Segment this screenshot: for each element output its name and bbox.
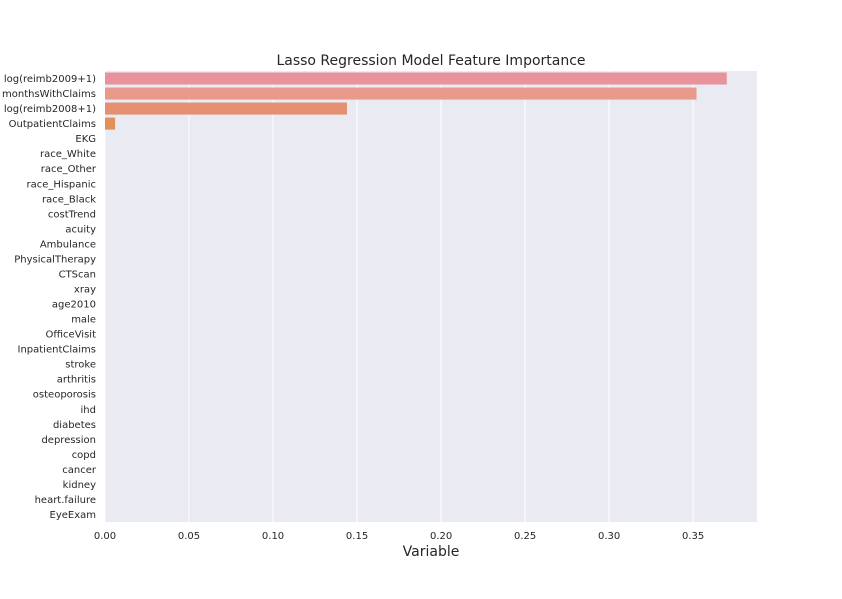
x-tick-label: 0.05: [178, 531, 200, 542]
y-tick-label: InpatientClaims: [18, 345, 97, 356]
y-tick-label: cancer: [62, 465, 97, 476]
x-tick-label: 0.25: [514, 531, 536, 542]
bar: [105, 72, 727, 85]
y-tick-label: ihd: [81, 405, 96, 416]
x-axis-label: Variable: [403, 544, 460, 560]
y-tick-label: log(reimb2009+1): [4, 74, 96, 85]
x-tick-label: 0.30: [598, 531, 620, 542]
y-tick-label: stroke: [65, 360, 96, 371]
y-tick-label: diabetes: [53, 420, 96, 431]
y-tick-label: heart.failure: [35, 495, 96, 506]
y-tick-label: osteoporosis: [33, 390, 96, 401]
y-tick-label: race_Black: [42, 194, 96, 205]
chart-title: Lasso Regression Model Feature Importanc…: [276, 53, 585, 69]
x-tick-label: 0.20: [430, 531, 452, 542]
y-tick-label: EKG: [75, 134, 96, 145]
y-tick-label: race_Other: [41, 164, 97, 175]
y-tick-label: OutpatientClaims: [9, 119, 96, 130]
grid-lines: [104, 71, 694, 522]
y-tick-labels: log(reimb2009+1) monthsWithClaims log(reim…: [2, 74, 97, 521]
y-tick-label: OfficeVisit: [46, 330, 97, 341]
y-tick-label: race_White: [40, 149, 96, 160]
y-tick-label: age2010: [52, 300, 96, 311]
y-tick-label: kidney: [63, 480, 96, 491]
y-tick-label: race_Hispanic: [27, 179, 97, 190]
y-tick-label: CTScan: [59, 269, 96, 280]
x-tick-label: 0.10: [262, 531, 284, 542]
y-tick-label: copd: [72, 450, 96, 461]
x-tick-label: 0.00: [94, 531, 116, 542]
plot-area: [105, 71, 757, 522]
y-tick-label: log(reimb2008+1): [4, 104, 96, 115]
x-tick-label: 0.15: [346, 531, 368, 542]
y-tick-label: EyeExam: [50, 510, 97, 521]
bar: [105, 87, 697, 100]
y-tick-label: xray: [74, 284, 96, 295]
x-tick-labels: 0.00 0.05 0.10 0.15 0.20 0.25 0.30 0.35: [94, 531, 704, 542]
bar: [105, 102, 347, 115]
y-tick-label: PhysicalTherapy: [14, 254, 96, 265]
bars: [105, 72, 727, 130]
y-tick-label: depression: [41, 435, 96, 446]
bar: [105, 117, 116, 130]
y-tick-label: male: [71, 315, 96, 326]
y-tick-label: acuity: [65, 224, 96, 235]
y-tick-label: costTrend: [48, 209, 96, 220]
y-tick-label: arthritis: [57, 375, 96, 386]
x-tick-label: 0.35: [682, 531, 704, 542]
y-tick-label: Ambulance: [40, 239, 96, 250]
y-tick-label: monthsWithClaims: [2, 89, 96, 100]
